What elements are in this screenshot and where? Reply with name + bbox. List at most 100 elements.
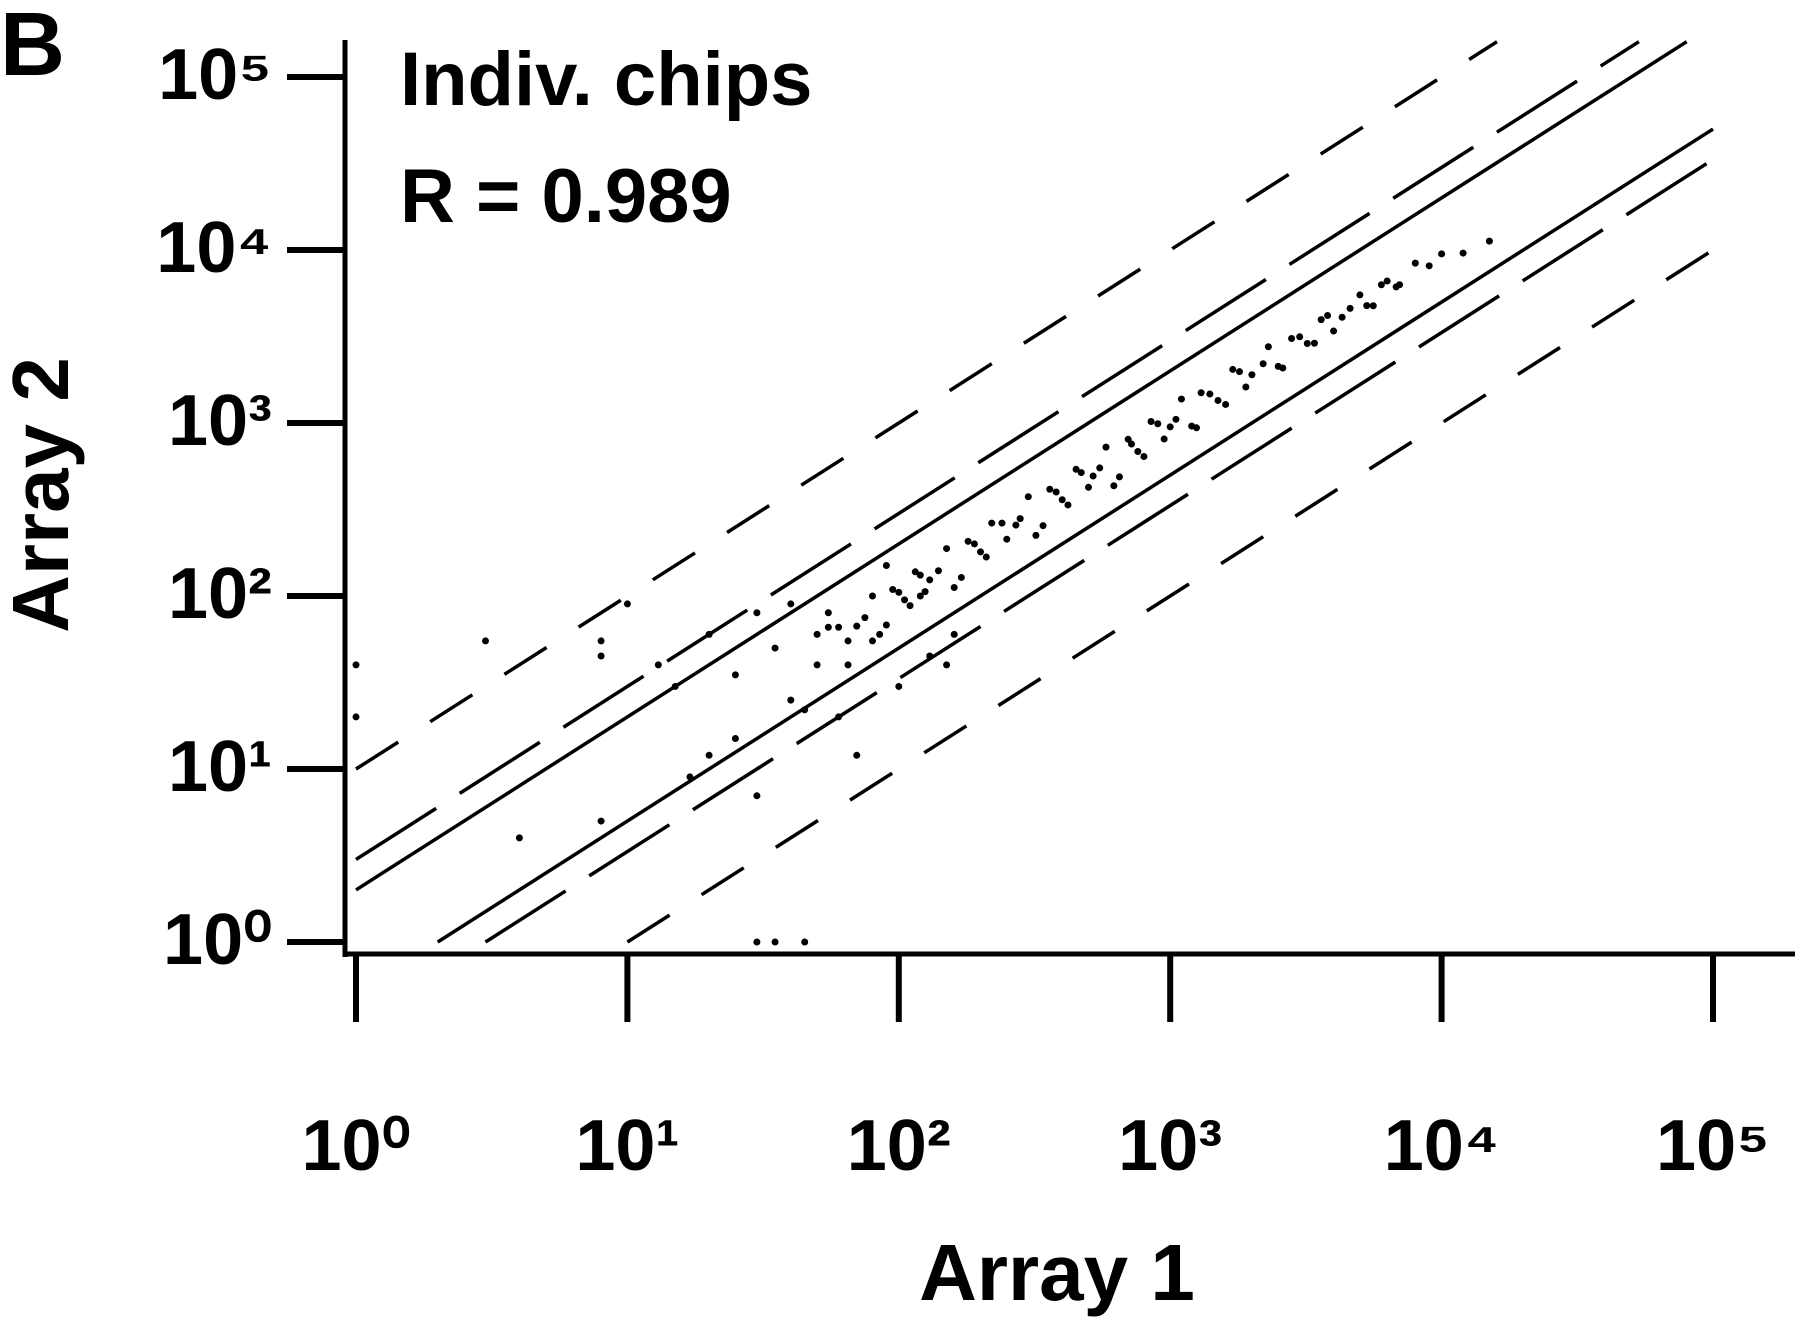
point <box>1064 501 1072 509</box>
point <box>1160 435 1168 443</box>
point <box>976 548 984 556</box>
annotation: Indiv. chips <box>400 37 812 122</box>
y-tick-label: 10⁴ <box>156 208 272 288</box>
point <box>771 938 779 946</box>
y-axis-title: Array 2 <box>0 357 85 633</box>
point <box>853 751 861 759</box>
point <box>1324 312 1332 320</box>
point <box>916 571 924 579</box>
point <box>824 623 832 631</box>
point <box>1248 371 1256 379</box>
reference-line <box>484 158 1714 944</box>
point <box>623 600 631 608</box>
point <box>988 519 996 527</box>
point <box>515 834 523 842</box>
point <box>1206 390 1214 398</box>
point <box>943 661 951 669</box>
point <box>597 652 605 660</box>
point <box>1369 302 1377 310</box>
point <box>1046 485 1054 493</box>
point <box>950 583 958 591</box>
y-tick-label: 10¹ <box>168 727 272 807</box>
point <box>1110 482 1118 490</box>
point <box>1214 396 1222 404</box>
x-tick-label: 10¹ <box>575 1106 679 1186</box>
point <box>801 938 809 946</box>
point <box>1288 334 1296 342</box>
reference-line <box>355 40 1688 892</box>
point <box>916 592 924 600</box>
point <box>1197 389 1205 397</box>
point <box>911 568 919 576</box>
point <box>889 586 897 594</box>
y-tick-label: 10³ <box>168 381 272 461</box>
point <box>1072 465 1080 473</box>
x-tick-label: 10⁵ <box>1656 1106 1770 1186</box>
point <box>1154 420 1162 428</box>
point <box>895 682 903 690</box>
point <box>654 661 662 669</box>
point <box>1134 448 1142 456</box>
point <box>1039 522 1047 530</box>
point <box>705 751 713 759</box>
point <box>943 545 951 553</box>
reference-line <box>436 127 1714 944</box>
point <box>1338 313 1346 321</box>
point <box>1089 472 1097 480</box>
point <box>753 792 761 800</box>
point <box>1459 249 1467 257</box>
point <box>1016 515 1024 523</box>
point <box>686 773 694 781</box>
point <box>882 562 890 570</box>
point <box>1392 283 1400 291</box>
point <box>753 938 761 946</box>
point <box>824 609 832 617</box>
point <box>1377 281 1385 289</box>
point <box>876 630 884 638</box>
point <box>671 682 679 690</box>
point <box>998 519 1006 527</box>
point <box>1177 395 1185 403</box>
annotation: R = 0.989 <box>400 154 732 239</box>
point <box>835 623 843 631</box>
point <box>1032 531 1040 539</box>
point <box>1124 435 1132 443</box>
point <box>1438 250 1446 258</box>
point <box>1317 316 1325 324</box>
point <box>1222 400 1230 408</box>
x-axis-title: Array 1 <box>919 1228 1195 1317</box>
point <box>1242 383 1250 391</box>
point <box>926 652 934 660</box>
point <box>1003 535 1011 543</box>
point <box>1147 418 1155 426</box>
point <box>1229 365 1237 373</box>
point <box>861 614 869 622</box>
point <box>964 537 972 545</box>
point <box>895 588 903 596</box>
point <box>970 540 978 548</box>
point <box>950 630 958 638</box>
point <box>835 713 843 721</box>
point <box>1140 453 1148 461</box>
point <box>882 621 890 629</box>
point <box>1264 343 1272 351</box>
reference-line <box>626 248 1714 944</box>
point <box>771 644 779 652</box>
point <box>906 602 914 610</box>
point <box>731 735 739 743</box>
y-tick-label: 10⁵ <box>158 35 272 115</box>
point <box>1411 259 1419 267</box>
reference-line <box>355 40 1640 861</box>
point <box>1356 291 1364 299</box>
point <box>1235 368 1243 376</box>
point <box>844 661 852 669</box>
point <box>1172 415 1180 423</box>
point <box>1024 493 1032 501</box>
point <box>1085 483 1093 491</box>
point <box>352 661 360 669</box>
point <box>731 671 739 679</box>
point <box>1096 464 1104 472</box>
point <box>813 630 821 638</box>
point <box>813 661 821 669</box>
